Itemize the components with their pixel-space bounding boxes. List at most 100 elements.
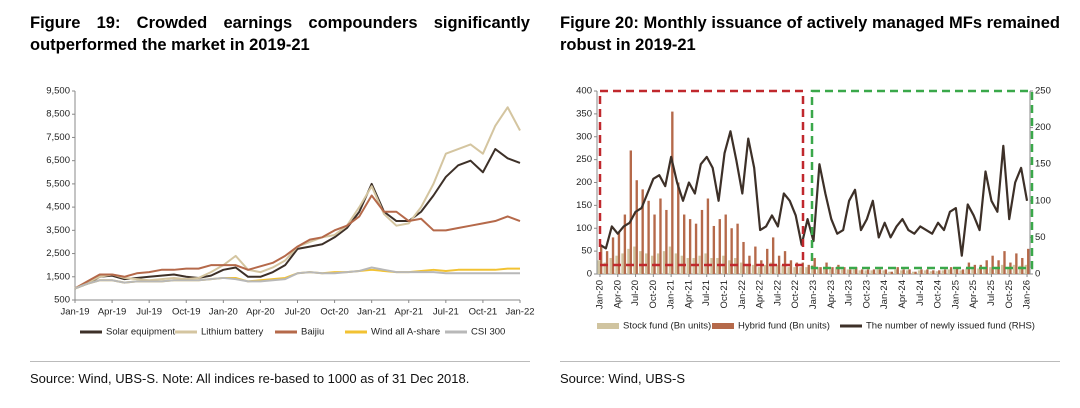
bar [941, 270, 944, 274]
bar [843, 267, 846, 274]
bar [633, 246, 636, 274]
x-tick-label: Jul-19 [136, 307, 162, 318]
bar [671, 111, 674, 275]
y2-tick-label: 0 [1035, 269, 1040, 280]
y-tick-label: 0 [587, 269, 592, 280]
y-tick-label: 100 [576, 223, 592, 234]
chart-title: Figure 20: Monthly issuance of actively … [560, 14, 1060, 54]
bar [599, 246, 603, 274]
x-tick-label: Oct-21 [719, 280, 730, 309]
bar [728, 260, 731, 274]
bar [953, 269, 956, 274]
bar [973, 264, 977, 274]
bar [977, 268, 980, 274]
bar [609, 257, 612, 274]
x-tick-label: Oct-19 [172, 307, 201, 318]
bar [739, 262, 743, 274]
bar [884, 269, 888, 274]
x-tick-label: Jul-20 [285, 307, 311, 318]
bar [908, 269, 911, 274]
chart-title: Figure 19: Crowded earnings compounders … [30, 14, 530, 54]
bar [751, 264, 755, 274]
bar [597, 260, 600, 274]
bar [677, 182, 680, 274]
x-tick-label: Apr-20 [246, 307, 275, 318]
line-series [74, 148, 521, 290]
bar [852, 269, 856, 274]
bar [876, 269, 879, 274]
bar [1024, 264, 1028, 274]
bar [811, 264, 814, 274]
x-tick-label: Jul-23 [844, 280, 855, 306]
bar [793, 267, 796, 274]
bar [647, 200, 650, 274]
bar [1003, 251, 1006, 274]
x-tick-label: Oct-21 [469, 307, 498, 318]
bar [694, 223, 698, 274]
x-tick-label: Oct-23 [861, 280, 872, 309]
y2-tick-label: 200 [1035, 122, 1051, 133]
line-series [74, 267, 520, 290]
bar [971, 268, 974, 274]
bar [959, 270, 962, 274]
bar [932, 270, 935, 274]
bar [870, 270, 873, 274]
divider [30, 361, 530, 362]
x-tick-label: Apr-21 [394, 307, 423, 318]
highlight-box [810, 89, 1034, 270]
bar [627, 248, 630, 274]
bar [783, 251, 787, 274]
legend-label: Wind all A-share [371, 327, 440, 338]
x-tick-label: Jan-23 [808, 280, 819, 309]
y-tick-label: 1,500 [46, 271, 70, 282]
bar [1000, 264, 1004, 274]
bar [605, 251, 609, 274]
bar [688, 219, 692, 274]
bar [757, 267, 761, 274]
bar [683, 214, 686, 274]
bar [858, 270, 861, 274]
bar [745, 264, 749, 274]
bar [662, 251, 666, 274]
bar [837, 264, 840, 274]
x-tick-label: Jan-22 [505, 307, 534, 318]
x-tick-label: Jul-21 [701, 280, 712, 306]
bar [718, 219, 721, 274]
bar [817, 267, 820, 274]
x-tick-label: Jul-20 [630, 280, 641, 306]
y2-tick-label: 100 [1035, 195, 1051, 206]
bar [742, 241, 745, 274]
bar [629, 150, 632, 274]
legend-label: Hybrid fund (Bn units) [738, 321, 830, 332]
y-tick-label: 400 [576, 86, 592, 97]
bar [961, 269, 965, 274]
bar [639, 251, 642, 274]
bar [801, 262, 805, 274]
bar [872, 269, 876, 274]
bar [831, 267, 834, 274]
y2-tick-label: 250 [1035, 86, 1051, 97]
bar [724, 214, 727, 274]
x-tick-label: Oct-22 [790, 280, 801, 309]
bar [914, 271, 917, 274]
bar [813, 257, 816, 274]
bar [819, 267, 822, 274]
bar [923, 270, 927, 274]
source-note: Source: Wind, UBS-S [560, 371, 685, 386]
bar [900, 270, 903, 274]
y-tick-label: 3,500 [46, 225, 70, 236]
bar [665, 209, 668, 274]
y-tick-label: 150 [576, 200, 592, 211]
bar [890, 271, 893, 274]
legend-label: Lithium battery [201, 327, 264, 338]
bar [1027, 248, 1030, 274]
bar [840, 269, 844, 274]
bar [888, 271, 891, 274]
bar [641, 189, 644, 274]
x-tick-label: Apr-25 [968, 280, 979, 309]
y-tick-label: 250 [576, 154, 592, 165]
x-tick-label: Apr-23 [826, 280, 837, 309]
bar [906, 270, 909, 274]
